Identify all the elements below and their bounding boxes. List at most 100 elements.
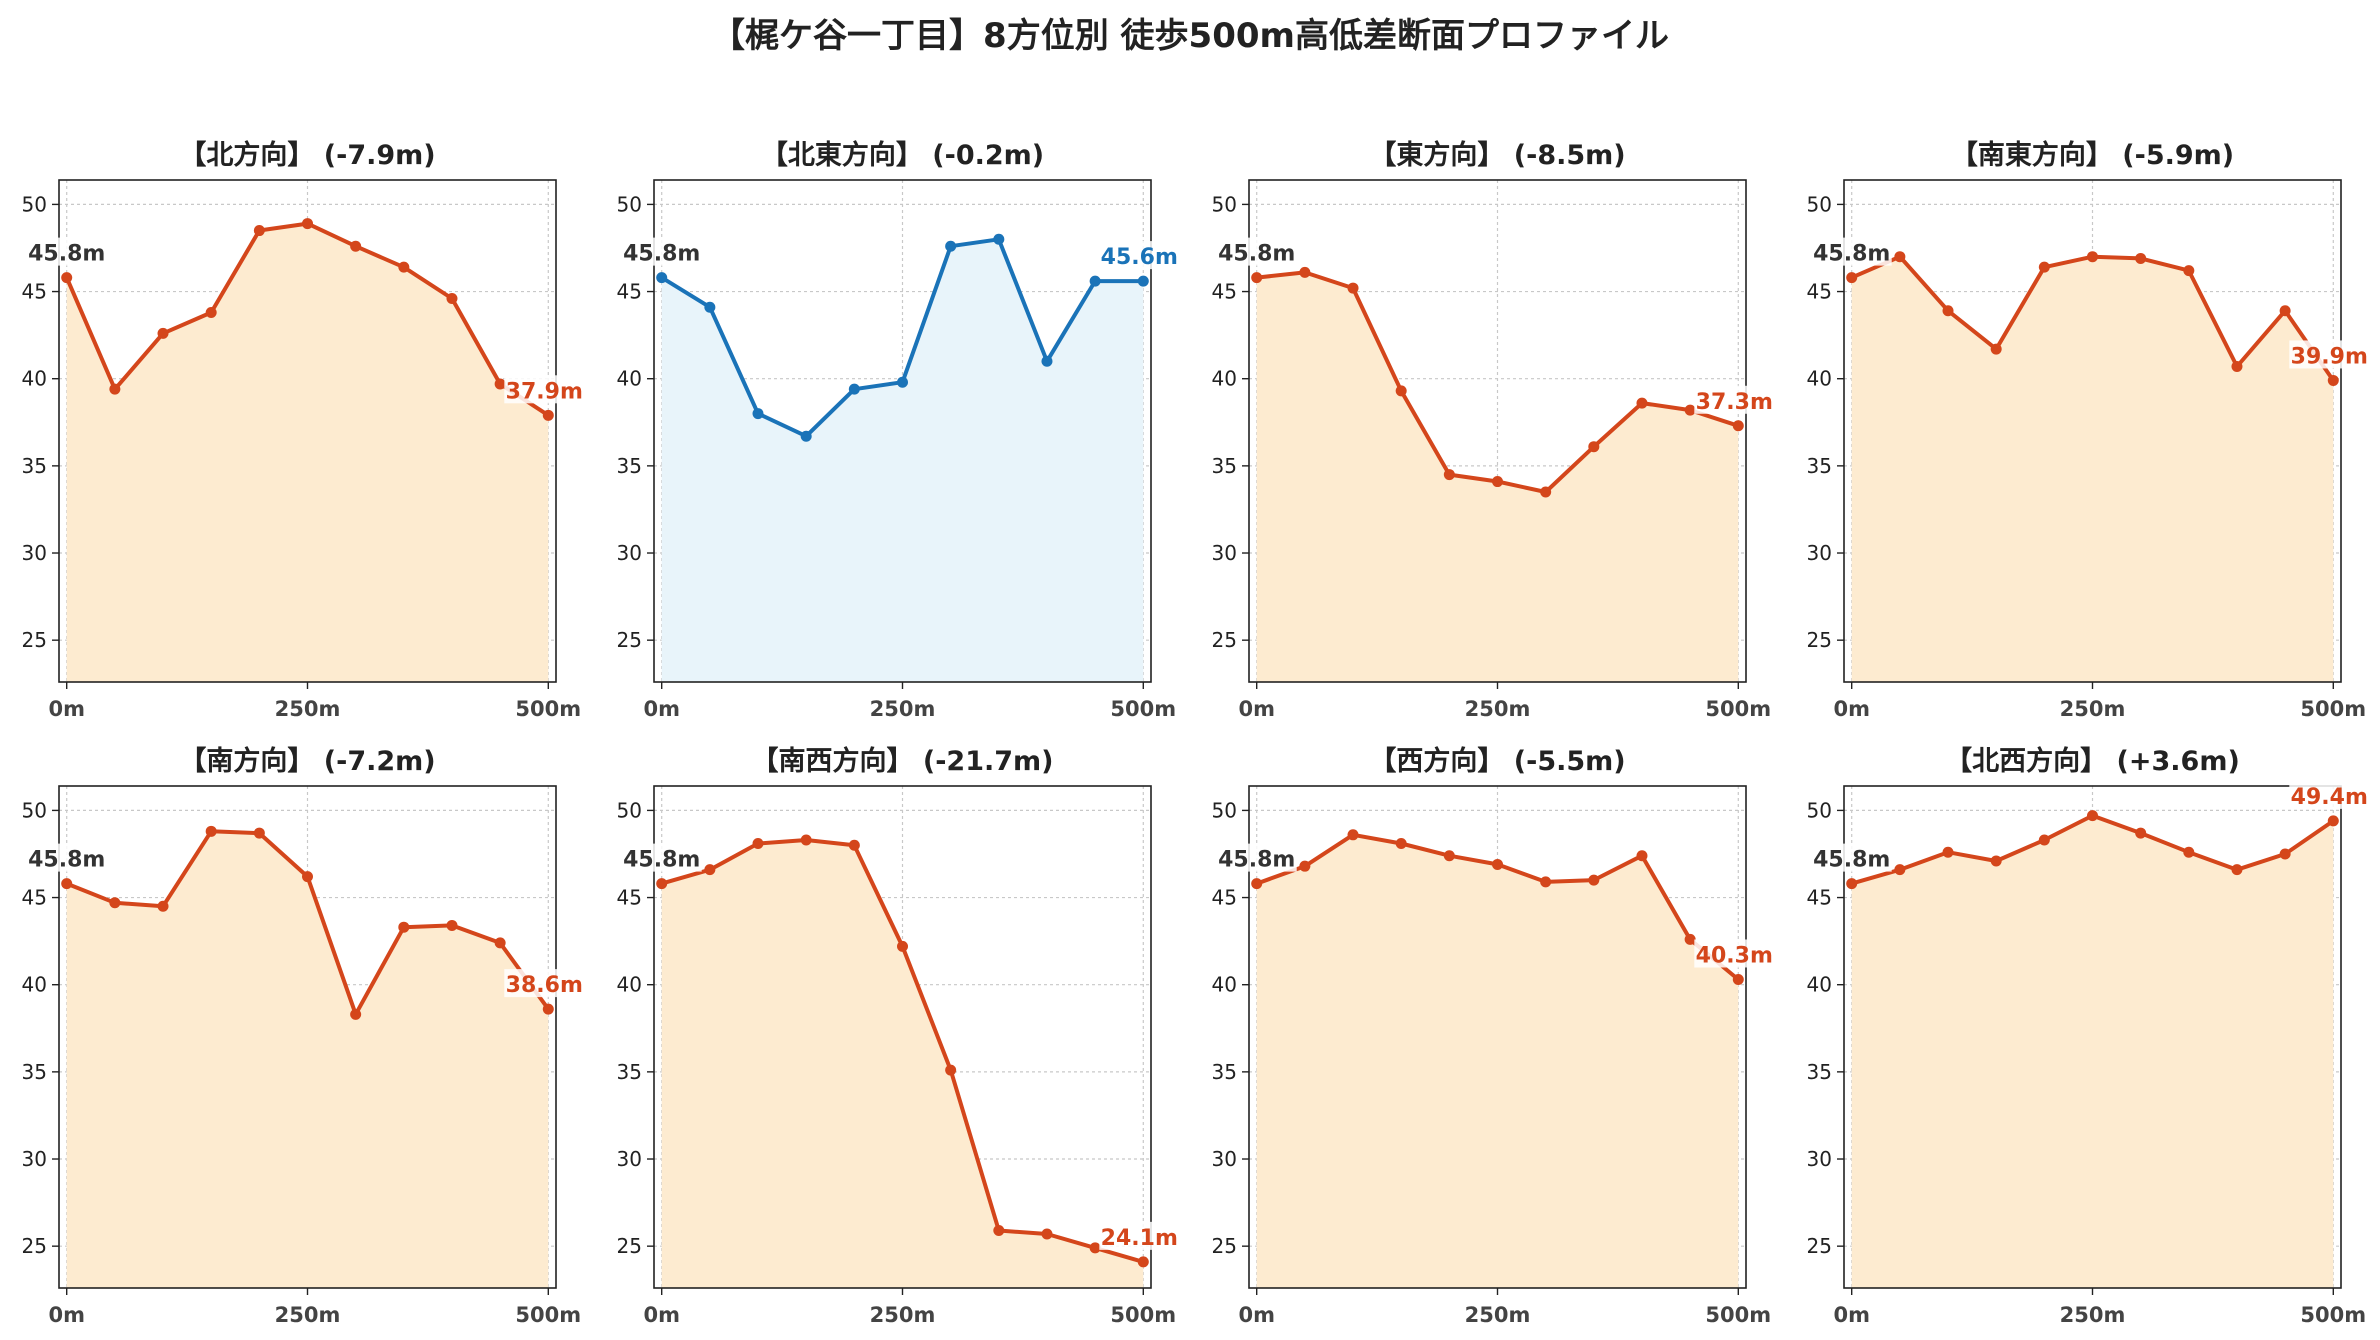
chart-title: 【北西方向】 (+3.6m)	[1945, 745, 2240, 777]
y-tick-label: 50	[1807, 192, 1832, 216]
data-point	[945, 1064, 957, 1076]
data-point	[800, 430, 812, 442]
data-point	[2038, 834, 2050, 846]
y-tick-label: 45	[22, 280, 47, 304]
y-tick-label: 25	[1212, 1234, 1237, 1258]
x-tick-label: 250m	[275, 1303, 341, 1327]
data-point	[1588, 441, 1600, 453]
data-point	[656, 878, 668, 890]
y-tick-label: 40	[22, 367, 47, 391]
data-point	[897, 940, 908, 952]
start-label-bg	[1811, 237, 1892, 266]
data-point	[2279, 305, 2291, 317]
y-tick-label: 35	[1212, 454, 1237, 478]
elevation-area	[1851, 815, 2334, 1288]
end-label-bg	[504, 969, 585, 998]
end-label-bg	[1694, 939, 1775, 968]
data-point	[993, 233, 1005, 245]
start-elevation-label: 45.8m	[28, 848, 105, 873]
y-tick-label: 35	[22, 1060, 47, 1084]
start-label-bg	[621, 237, 702, 266]
data-point	[1137, 1256, 1149, 1268]
data-point	[1684, 933, 1696, 945]
y-tick-label: 50	[1807, 798, 1832, 822]
y-tick-label: 30	[22, 1147, 47, 1171]
elevation-area	[1851, 256, 2334, 682]
y-tick-label: 25	[1212, 628, 1237, 652]
data-point	[1540, 486, 1552, 498]
x-tick-label: 500m	[515, 1303, 581, 1327]
y-tick-label: 30	[1212, 541, 1237, 565]
data-point	[205, 825, 217, 837]
x-tick-label: 0m	[48, 1303, 85, 1327]
data-point	[2183, 265, 2195, 277]
start-label-bg	[621, 843, 702, 872]
end-label-bg	[504, 375, 585, 404]
x-tick-label: 500m	[2300, 1303, 2366, 1327]
end-elevation-label: 38.6m	[506, 973, 583, 998]
y-tick-label: 30	[1807, 541, 1832, 565]
y-tick-label: 50	[1212, 798, 1237, 822]
end-label-bg	[1694, 385, 1775, 414]
data-point	[2087, 251, 2098, 263]
data-point	[1990, 855, 2002, 867]
x-tick-label: 500m	[1705, 697, 1771, 721]
data-point	[1636, 397, 1648, 409]
data-point	[446, 293, 458, 305]
start-elevation-label: 45.8m	[623, 848, 700, 873]
data-point	[1732, 420, 1744, 432]
data-point	[302, 218, 313, 230]
x-tick-label: 0m	[1238, 1303, 1275, 1327]
data-point	[945, 240, 957, 252]
y-tick-label: 50	[617, 798, 642, 822]
data-point	[109, 897, 121, 909]
data-point	[542, 1003, 554, 1015]
end-elevation-label: 37.3m	[1696, 390, 1773, 415]
x-tick-label: 250m	[870, 1303, 936, 1327]
y-tick-label: 30	[1212, 1147, 1237, 1171]
data-point	[1732, 973, 1744, 985]
data-point	[1443, 469, 1455, 481]
y-tick-label: 45	[1807, 886, 1832, 910]
x-tick-label: 0m	[643, 697, 680, 721]
y-tick-label: 30	[1807, 1147, 1832, 1171]
data-point	[1041, 355, 1053, 367]
x-tick-label: 500m	[1110, 1303, 1176, 1327]
start-label-bg	[1216, 237, 1297, 266]
data-point	[1942, 305, 1954, 317]
end-label-bg	[2289, 780, 2370, 809]
end-elevation-label: 37.9m	[506, 379, 583, 404]
y-tick-label: 25	[22, 1234, 47, 1258]
x-tick-label: 0m	[643, 1303, 680, 1327]
data-point	[1846, 272, 1858, 284]
data-point	[1684, 404, 1696, 416]
x-tick-label: 250m	[1465, 697, 1531, 721]
chart-title: 【北方向】 (-7.9m)	[179, 139, 435, 171]
start-elevation-label: 45.8m	[623, 242, 700, 267]
data-point	[1588, 874, 1600, 886]
data-point	[2231, 361, 2243, 373]
data-point	[2135, 252, 2147, 264]
data-point	[1990, 343, 2002, 355]
elevation-area	[661, 840, 1144, 1288]
y-tick-label: 25	[617, 628, 642, 652]
data-point	[704, 864, 716, 876]
data-point	[61, 878, 73, 890]
data-point	[253, 225, 265, 237]
data-point	[1443, 850, 1455, 862]
data-point	[494, 937, 506, 949]
data-point	[1636, 850, 1648, 862]
start-label-bg	[26, 843, 107, 872]
data-point	[2135, 827, 2147, 839]
y-tick-label: 30	[22, 541, 47, 565]
elevation-area	[66, 223, 549, 682]
data-point	[2087, 810, 2098, 822]
data-point	[253, 827, 265, 839]
y-tick-label: 45	[1212, 886, 1237, 910]
x-tick-label: 250m	[2060, 1303, 2126, 1327]
y-tick-label: 45	[1212, 280, 1237, 304]
